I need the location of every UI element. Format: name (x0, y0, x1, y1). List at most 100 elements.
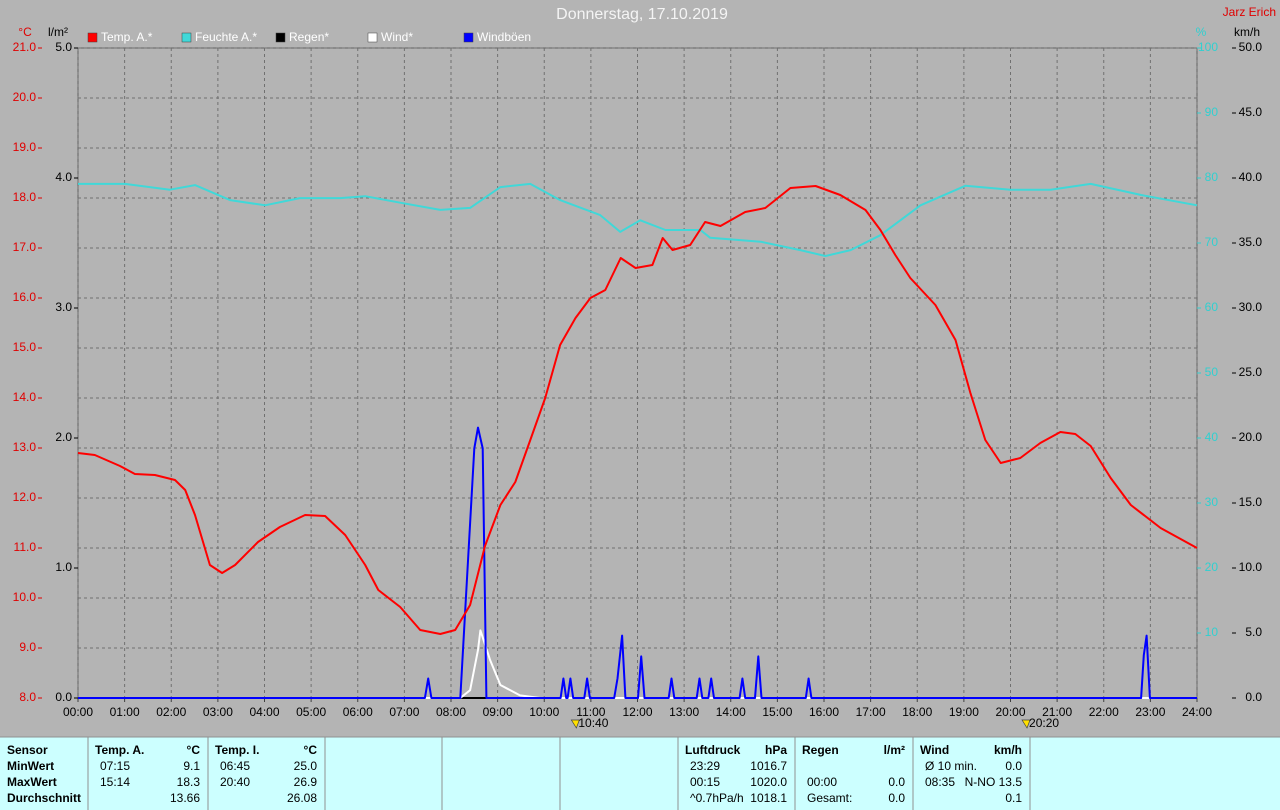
table-header: Wind (920, 743, 949, 757)
y-tick-label: 9.0 (19, 640, 36, 654)
y4-tick-label: 10 (1205, 625, 1219, 639)
table-cell: MinWert (7, 759, 54, 773)
y4-axis-label: % (1196, 25, 1207, 39)
table-cell: 20:40 (220, 775, 250, 789)
x-tick-label: 00:00 (63, 705, 93, 719)
background (0, 0, 1280, 737)
legend-swatch (87, 32, 98, 43)
legend-label: Wind* (381, 30, 413, 44)
x-tick-label: 18:00 (902, 705, 932, 719)
table-header: Regen (802, 743, 839, 757)
table-cell: 13.66 (170, 791, 200, 805)
y3-tick-label: 1.0 (55, 560, 72, 574)
y3-tick-label: 4.0 (55, 170, 72, 184)
legend-label: Regen* (289, 30, 329, 44)
x-tick-label: 04:00 (249, 705, 279, 719)
table-header: l/m² (884, 743, 905, 757)
y-tick-label: 15.0 (13, 340, 37, 354)
y4-tick-label: 60 (1205, 300, 1219, 314)
y-tick-label: 20.0 (13, 90, 37, 104)
x-tick-label: 08:00 (436, 705, 466, 719)
y-tick-label: 18.0 (13, 190, 37, 204)
x-tick-label: 23:00 (1135, 705, 1165, 719)
y-tick-label: 10.0 (13, 590, 37, 604)
table-cell: 0.1 (1005, 791, 1022, 805)
x-tick-label: 16:00 (809, 705, 839, 719)
legend-swatch (181, 32, 192, 43)
y3-tick-label: 2.0 (55, 430, 72, 444)
y4-tick-label: 20 (1205, 560, 1219, 574)
table-cell: 1016.7 (750, 759, 787, 773)
y-axis-label: °C (18, 25, 32, 39)
annotation-label: 20:20 (1029, 716, 1059, 730)
x-tick-label: 10:00 (529, 705, 559, 719)
table-cell: 07:15 (100, 759, 130, 773)
y-tick-label: 11.0 (14, 540, 37, 554)
y3-tick-label: 3.0 (55, 300, 72, 314)
table-cell: Gesamt: (807, 791, 852, 805)
x-tick-label: 06:00 (343, 705, 373, 719)
y2-tick-label: 25.0 (1239, 365, 1263, 379)
table-cell: 1018.1 (750, 791, 787, 805)
table-cell: 18.3 (177, 775, 201, 789)
y2-tick-label: 20.0 (1239, 430, 1263, 444)
x-tick-label: 07:00 (389, 705, 419, 719)
x-tick-label: 24:00 (1182, 705, 1212, 719)
y2-tick-label: 40.0 (1239, 170, 1263, 184)
table-header: hPa (765, 743, 787, 757)
y-tick-label: 13.0 (13, 440, 37, 454)
x-tick-label: 11:00 (576, 705, 605, 719)
table-header: °C (304, 743, 318, 757)
y2-tick-label: 30.0 (1239, 300, 1263, 314)
table-cell: 08:35 (925, 775, 955, 789)
x-tick-label: 22:00 (1089, 705, 1119, 719)
table-cell: 25.0 (294, 759, 318, 773)
stats-panel (0, 737, 1280, 810)
y4-tick-label: 100 (1198, 40, 1218, 54)
y-tick-label: 8.0 (19, 690, 36, 704)
y3-tick-label: 0.0 (55, 690, 72, 704)
table-cell: 0.0 (888, 775, 905, 789)
table-header: Temp. A. (95, 743, 144, 757)
y4-tick-label: 40 (1205, 430, 1219, 444)
x-tick-label: 21:00 (1042, 705, 1072, 719)
y-tick-label: 16.0 (13, 290, 37, 304)
x-tick-label: 02:00 (156, 705, 186, 719)
y2-tick-label: 15.0 (1239, 495, 1263, 509)
table-cell: N-NO 13.5 (965, 775, 1023, 789)
y-tick-label: 17.0 (13, 240, 37, 254)
x-tick-label: 20:00 (995, 705, 1025, 719)
legend-swatch (463, 32, 474, 43)
table-cell: Durchschnitt (7, 791, 81, 805)
x-tick-label: 12:00 (622, 705, 652, 719)
y4-tick-label: 80 (1205, 170, 1219, 184)
y4-tick-label: 90 (1205, 105, 1219, 119)
table-cell: 26.9 (294, 775, 318, 789)
x-tick-label: 14:00 (716, 705, 746, 719)
annotation-icon (570, 719, 580, 729)
y2-tick-label: 0.0 (1245, 690, 1262, 704)
table-cell: 00:00 (807, 775, 837, 789)
legend-label: Windböen (477, 30, 531, 44)
x-tick-label: 19:00 (949, 705, 979, 719)
legend-swatch (275, 32, 286, 43)
y-tick-label: 19.0 (13, 140, 37, 154)
table-cell: Ø 10 min. (925, 759, 977, 773)
y4-tick-label: 50 (1205, 365, 1219, 379)
table-cell: 23:29 (690, 759, 720, 773)
y2-tick-label: 35.0 (1239, 235, 1263, 249)
legend-label: Feuchte A.* (195, 30, 257, 44)
annotation-icon (1021, 719, 1031, 729)
table-header: Sensor (7, 743, 48, 757)
y2-tick-label: 50.0 (1239, 40, 1263, 54)
y-tick-label: 14.0 (13, 390, 37, 404)
panel-dividers (0, 736, 1280, 810)
table-cell: 00:15 (690, 775, 720, 789)
y3-axis-label: l/m² (48, 25, 68, 39)
chart-title: Donnerstag, 17.10.2019 (556, 6, 728, 23)
y2-tick-label: 10.0 (1239, 560, 1263, 574)
table-cell: 06:45 (220, 759, 250, 773)
x-tick-label: 15:00 (762, 705, 792, 719)
